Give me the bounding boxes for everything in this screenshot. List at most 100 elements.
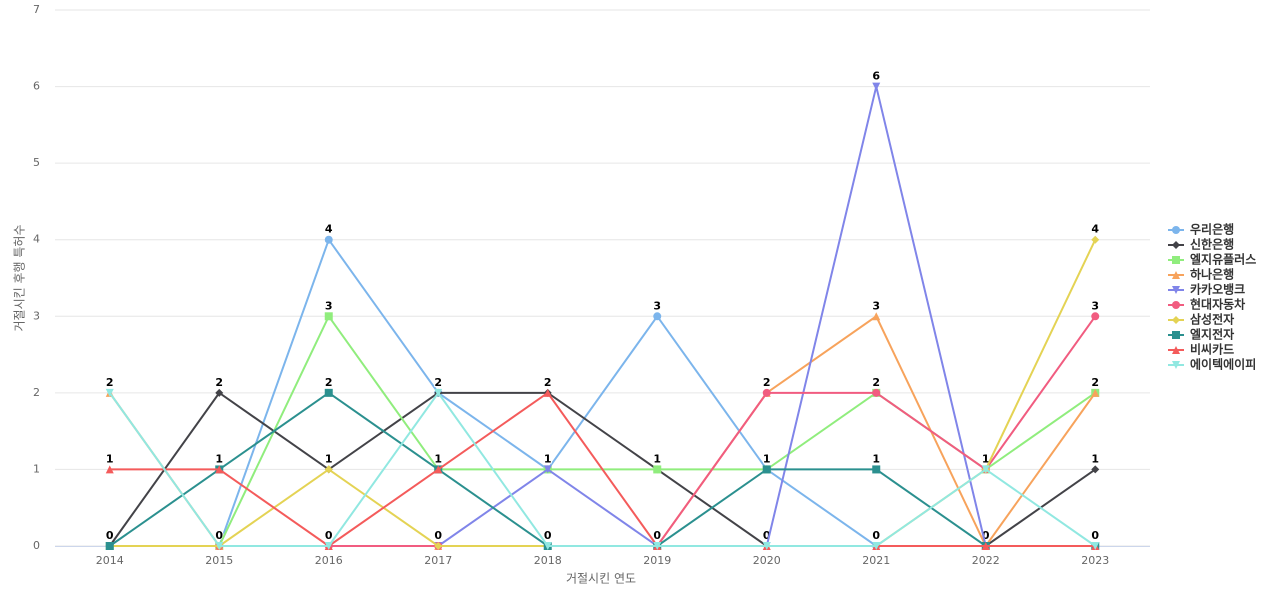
line (108, 391, 1096, 547)
marker (653, 465, 662, 474)
data-label: 2 (215, 376, 223, 389)
series (105, 388, 1100, 550)
data-label: 0 (872, 529, 880, 542)
x-axis-title: 거절시킨 연도 (566, 572, 636, 586)
legend-label: 엘지전자 (1190, 327, 1234, 342)
data-label: 0 (653, 529, 661, 542)
x-tick-label: 2023 (1081, 554, 1109, 567)
y-tick-label: 6 (33, 80, 40, 93)
legend-marker (1172, 301, 1180, 309)
data-label: 3 (653, 299, 661, 312)
y-tick-label: 5 (33, 156, 40, 169)
x-tick-label: 2014 (96, 554, 124, 567)
data-label: 2 (1091, 376, 1099, 389)
legend-marker (1172, 346, 1180, 354)
legend-marker (1172, 271, 1180, 279)
data-label: 1 (872, 452, 880, 465)
marker (1091, 465, 1100, 474)
legend-label: 하나은행 (1190, 267, 1234, 282)
legend-marker (1172, 331, 1180, 339)
data-label: 1 (215, 452, 223, 465)
data-label: 1 (982, 452, 990, 465)
x-tick-label: 2019 (643, 554, 671, 567)
data-label: 4 (325, 223, 333, 236)
data-label: 2 (763, 376, 771, 389)
data-label: 0 (215, 529, 223, 542)
legend-label: 엘지유플러스 (1190, 252, 1256, 267)
marker (872, 312, 881, 321)
legend-marker (1172, 316, 1180, 324)
data-label: 3 (872, 299, 880, 312)
data-label: 2 (872, 376, 880, 389)
marker (434, 465, 443, 474)
data-label: 6 (872, 70, 880, 83)
y-tick-label: 0 (33, 539, 40, 552)
marker (762, 542, 771, 550)
data-label: 1 (544, 452, 552, 465)
y-tick-label: 2 (33, 386, 40, 399)
data-label: 1 (763, 452, 771, 465)
x-tick-label: 2022 (972, 554, 1000, 567)
marker (1091, 235, 1100, 244)
marker (1091, 388, 1100, 397)
legend-marker (1172, 361, 1180, 369)
marker (215, 388, 224, 397)
data-label: 0 (1091, 529, 1099, 542)
marker (872, 465, 881, 474)
marker (434, 542, 443, 550)
data-label: 1 (1091, 452, 1099, 465)
marker (762, 388, 771, 397)
y-tick-label: 7 (33, 3, 40, 16)
data-label: 3 (325, 299, 333, 312)
data-label: 2 (106, 376, 114, 389)
x-tick-label: 2021 (862, 554, 890, 567)
marker (653, 542, 662, 550)
legend-marker (1172, 286, 1180, 294)
y-tick-label: 1 (33, 462, 40, 475)
data-label: 3 (1091, 299, 1099, 312)
marker (324, 542, 333, 550)
marker (105, 465, 114, 474)
marker (981, 542, 990, 550)
legend-marker (1172, 226, 1180, 234)
data-label: 2 (325, 376, 333, 389)
legend-label: 삼성전자 (1190, 312, 1234, 327)
x-tick-label: 2016 (315, 554, 343, 567)
data-label: 4 (1091, 223, 1099, 236)
marker (324, 388, 333, 397)
marker (872, 82, 881, 91)
data-label: 1 (653, 452, 661, 465)
legend-marker (1172, 256, 1180, 264)
data-label: 1 (325, 452, 333, 465)
data-label: 2 (434, 376, 442, 389)
marker (105, 388, 114, 397)
marker (324, 312, 333, 321)
data-label: 0 (106, 529, 114, 542)
x-tick-label: 2020 (753, 554, 781, 567)
marker (762, 465, 771, 474)
legend-label: 현대자동차 (1190, 297, 1245, 312)
legend-label: 비씨카드 (1190, 342, 1234, 357)
data-label: 0 (325, 529, 333, 542)
marker (981, 465, 990, 474)
y-tick-label: 3 (33, 309, 40, 322)
data-label: 0 (434, 529, 442, 542)
marker (653, 312, 662, 321)
marker (434, 388, 443, 397)
legend-label: 에이텍에이피 (1190, 357, 1256, 372)
data-label: 0 (982, 529, 990, 542)
y-axis-title: 거절시킨 후행 특허수 (12, 225, 27, 332)
legend-label: 우리은행 (1190, 222, 1234, 237)
x-tick-label: 2015 (205, 554, 233, 567)
marker (105, 542, 114, 550)
x-tick-label: 2018 (534, 554, 562, 567)
legend-label: 신한은행 (1190, 237, 1234, 252)
marker (872, 388, 881, 397)
data-label: 0 (763, 529, 771, 542)
data-label: 2 (544, 376, 552, 389)
marker (215, 542, 224, 550)
marker (543, 542, 552, 550)
x-tick-label: 2017 (424, 554, 452, 567)
data-label: 1 (434, 452, 442, 465)
